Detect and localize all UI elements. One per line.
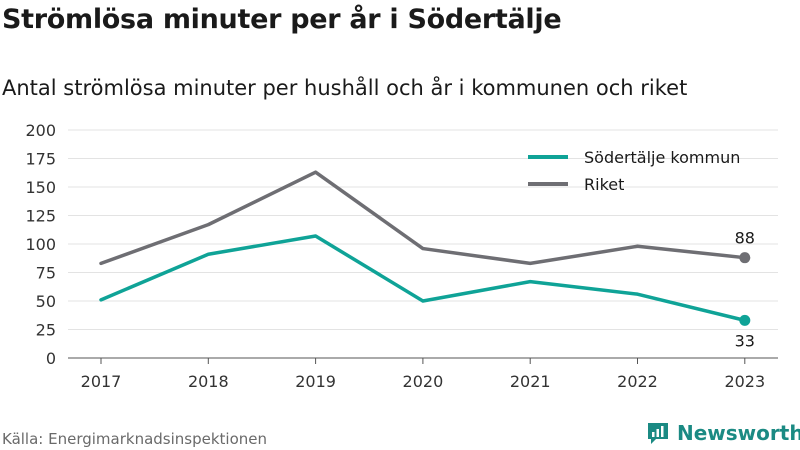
series-end-point <box>739 252 751 264</box>
brand-name: Newsworthy <box>677 421 800 445</box>
legend: Södertälje kommun Riket <box>528 148 740 194</box>
y-tick-label: 150 <box>25 178 56 197</box>
chart-title: Strömlösa minuter per år i Södertälje <box>2 4 562 35</box>
x-tick-label: 2018 <box>188 372 229 391</box>
series-end-point <box>739 314 751 326</box>
y-tick-label: 175 <box>25 150 56 169</box>
series-line <box>99 234 747 323</box>
source-note: Källa: Energimarknadsinspektionen <box>2 430 268 448</box>
x-tick-label: 2022 <box>617 372 658 391</box>
x-axis: 2017 2018 2019 2020 2021 2022 2023 <box>81 358 765 391</box>
x-tick-label: 2020 <box>403 372 444 391</box>
data-label: 33 <box>735 331 755 350</box>
y-tick-label: 75 <box>36 264 56 283</box>
y-tick-label: 50 <box>36 292 56 311</box>
y-axis: 0 25 50 75 100 125 150 175 200 <box>25 121 56 368</box>
y-tick-label: 100 <box>25 235 56 254</box>
x-tick-label: 2019 <box>295 372 336 391</box>
y-tick-label: 125 <box>25 207 56 226</box>
x-tick-label: 2021 <box>510 372 551 391</box>
data-label: 88 <box>735 229 755 248</box>
y-tick-label: 0 <box>46 349 56 368</box>
x-tick-label: 2017 <box>81 372 122 391</box>
legend-label: Södertälje kommun <box>584 148 740 167</box>
legend-label: Riket <box>584 175 624 194</box>
brand-logo: Newsworthy <box>645 420 800 446</box>
y-tick-label: 25 <box>36 321 56 340</box>
series-lines: 33 88 <box>99 170 755 350</box>
x-tick-label: 2023 <box>724 372 765 391</box>
newsworthy-logo-icon <box>648 423 668 444</box>
chart-subtitle: Antal strömlösa minuter per hushåll och … <box>2 76 688 100</box>
series-line <box>99 170 747 266</box>
y-tick-label: 200 <box>25 121 56 140</box>
